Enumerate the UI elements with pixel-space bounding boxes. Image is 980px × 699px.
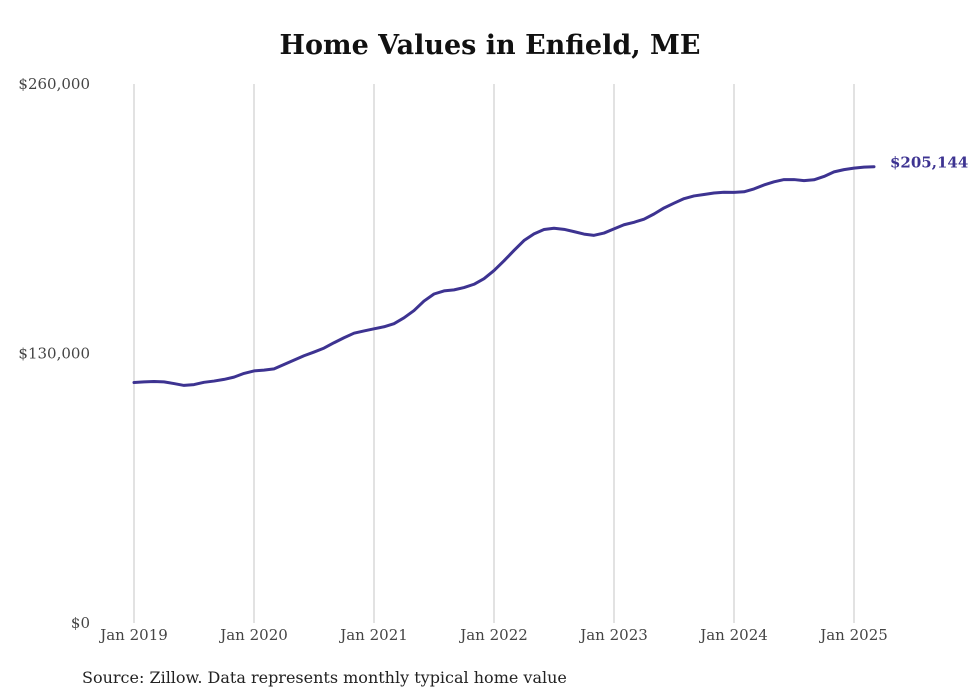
x-tick-label: Jan 2019 xyxy=(98,626,168,644)
x-tick-label: Jan 2025 xyxy=(818,626,888,644)
y-tick-label: $0 xyxy=(71,614,90,632)
end-value-label: $205,144 xyxy=(890,154,968,172)
x-tick-label: Jan 2021 xyxy=(338,626,408,644)
x-tick-label: Jan 2024 xyxy=(698,626,768,644)
x-tick-label: Jan 2022 xyxy=(458,626,528,644)
source-note: Source: Zillow. Data represents monthly … xyxy=(82,668,567,687)
x-tick-label: Jan 2020 xyxy=(218,626,288,644)
y-tick-label: $260,000 xyxy=(18,75,90,93)
x-tick-label: Jan 2023 xyxy=(578,626,648,644)
y-tick-label: $130,000 xyxy=(18,345,90,363)
chart-title: Home Values in Enfield, ME xyxy=(279,30,701,61)
series-line xyxy=(132,165,876,387)
